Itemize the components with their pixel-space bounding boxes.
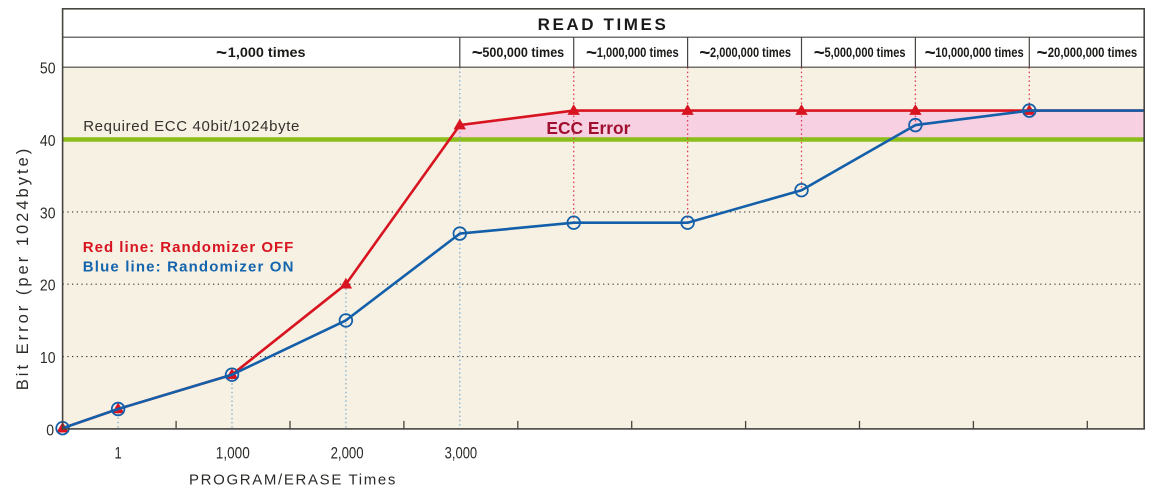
svg-text:PROGRAM/ERASE Times: PROGRAM/ERASE Times [189,471,397,488]
svg-text:~: ~ [699,43,710,64]
svg-text:0: 0 [46,422,54,439]
svg-text:10,000,000 times: 10,000,000 times [935,45,1024,60]
svg-text:Blue line: Randomizer ON: Blue line: Randomizer ON [83,258,295,275]
svg-text:2,000,000 times: 2,000,000 times [710,45,791,60]
svg-text:5,000,000 times: 5,000,000 times [825,45,906,60]
svg-text:~: ~ [925,43,936,64]
svg-text:~: ~ [814,43,825,64]
svg-text:3,000: 3,000 [445,445,478,463]
svg-text:50: 50 [40,61,56,78]
svg-text:1,000: 1,000 [216,445,250,463]
svg-text:10: 10 [40,350,56,367]
svg-text:Red line: Randomizer OFF: Red line: Randomizer OFF [83,239,295,256]
svg-text:~: ~ [216,43,227,64]
svg-text:~: ~ [1037,43,1048,64]
svg-text:1,000,000 times: 1,000,000 times [597,45,679,60]
svg-text:ECC Error: ECC Error [546,118,630,138]
svg-text:30: 30 [40,205,56,222]
svg-text:Required ECC 40bit/1024byte: Required ECC 40bit/1024byte [83,118,300,135]
svg-text:40: 40 [40,133,56,150]
svg-text:1,000 times: 1,000 times [228,45,306,60]
svg-text:500,000 times: 500,000 times [482,45,564,60]
svg-text:20: 20 [40,278,56,295]
svg-text:Bit Error (per 1024byte): Bit Error (per 1024byte) [14,146,32,390]
svg-text:READ TIMES: READ TIMES [538,15,669,34]
svg-text:1: 1 [115,445,122,463]
svg-text:~: ~ [586,43,597,64]
svg-text:2,000: 2,000 [331,445,364,463]
svg-text:~: ~ [472,43,483,64]
svg-text:20,000,000 times: 20,000,000 times [1048,45,1138,60]
